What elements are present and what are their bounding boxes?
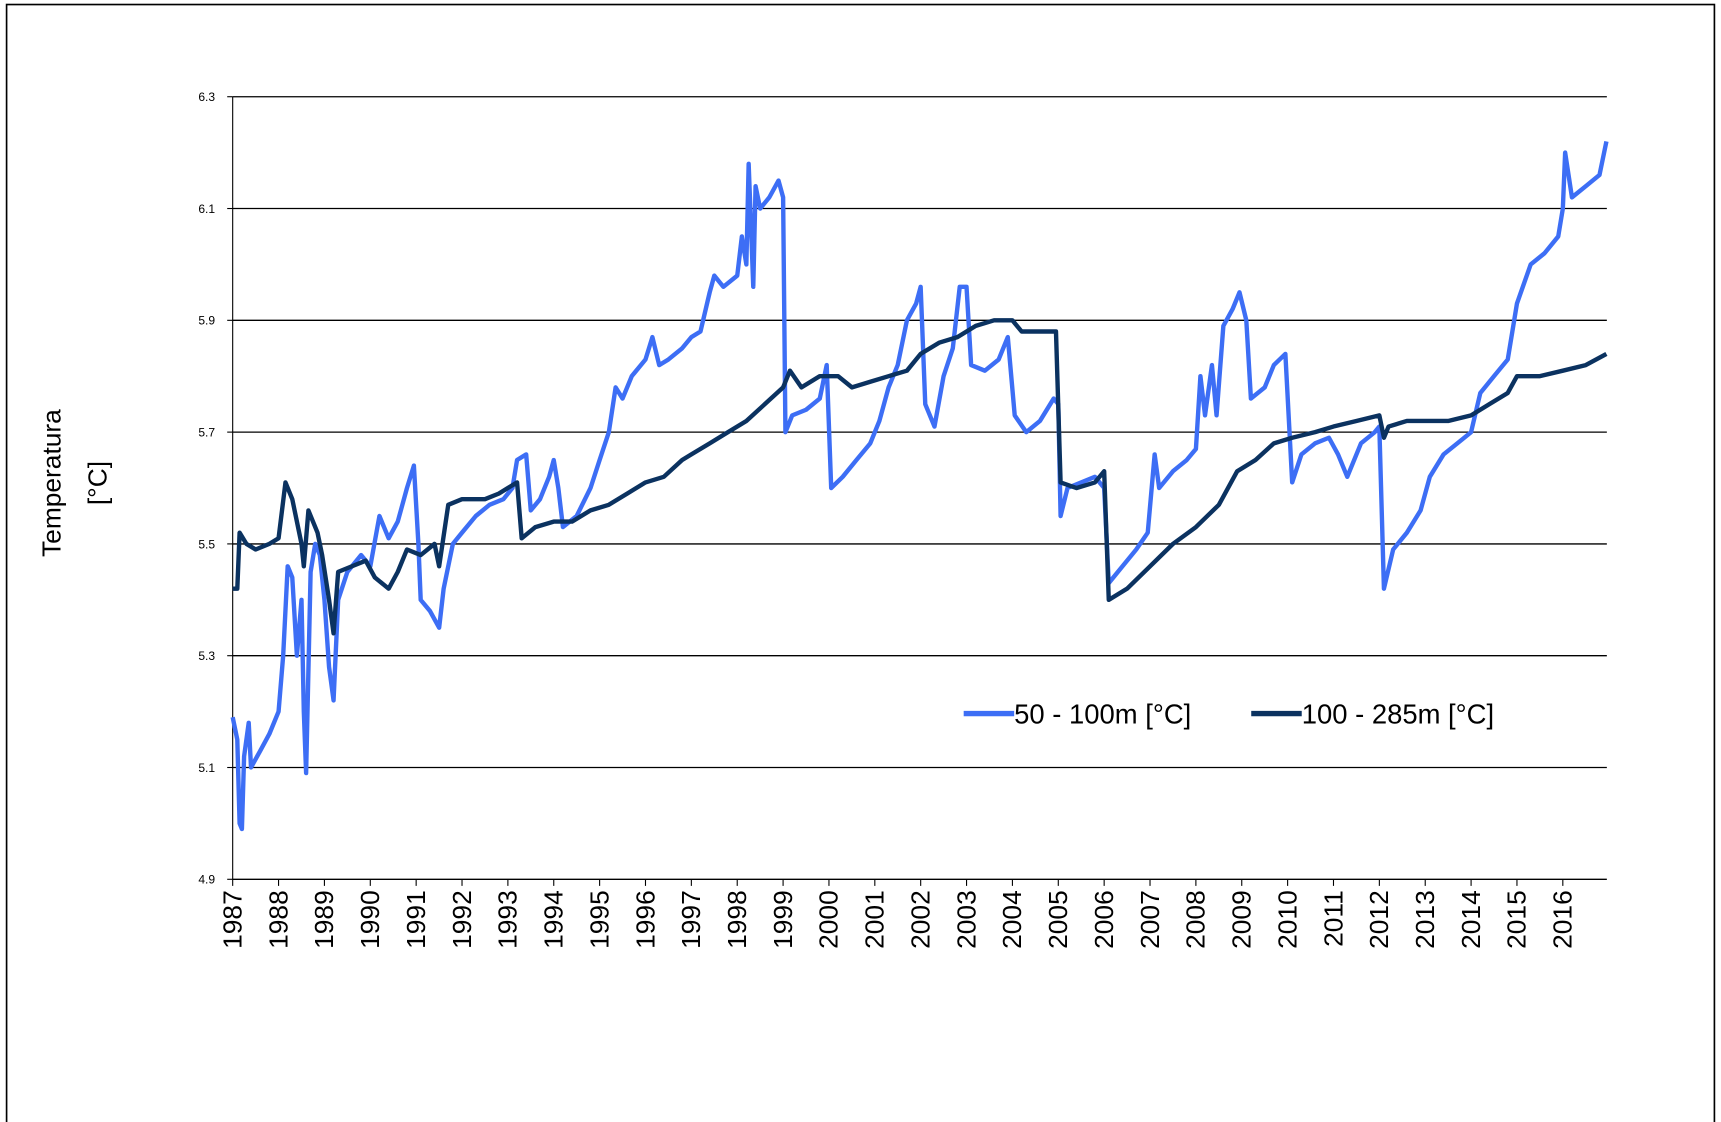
y-tick-label: 5.7: [198, 426, 215, 440]
x-tick-label: 1992: [447, 890, 477, 949]
x-tick-label: 2007: [1135, 890, 1165, 949]
x-tick-label: 2016: [1548, 890, 1578, 949]
x-tick-label: 2012: [1364, 890, 1394, 949]
x-tick-label: 2014: [1456, 890, 1486, 949]
x-tick-label: 1997: [676, 890, 706, 949]
x-tick-label: 1993: [493, 890, 523, 949]
x-tick-label: 2001: [860, 890, 890, 949]
x-tick-label: 1991: [401, 890, 431, 949]
x-tick-label: 2010: [1272, 890, 1302, 949]
x-tick-label: 1989: [309, 890, 339, 949]
frame: [5, 3, 1716, 1122]
x-tick-label: 2009: [1227, 890, 1257, 949]
y-tick-label: 6.3: [198, 90, 215, 104]
x-tick-label: 1999: [768, 890, 798, 949]
x-tick-label: 2008: [1181, 890, 1211, 949]
y-tick-label: 5.9: [198, 314, 215, 328]
x-tick-label: 1987: [217, 890, 247, 949]
x-tick-label: 1994: [539, 890, 569, 949]
x-tick-label: 2015: [1502, 890, 1532, 949]
y-tick-label: 5.3: [198, 649, 215, 663]
y-axis-label: Temperatura: [36, 409, 66, 557]
x-tick-label: 1990: [355, 890, 385, 949]
x-tick-label: 2004: [997, 890, 1027, 949]
y-tick-label: 6.1: [198, 202, 215, 216]
x-tick-label: 2006: [1089, 890, 1119, 949]
x-tick-label: 2000: [814, 890, 844, 949]
legend-label: 100 - 285m [°C]: [1302, 698, 1494, 729]
legend-label: 50 - 100m [°C]: [1014, 698, 1191, 729]
x-tick-label: 2002: [905, 890, 935, 949]
x-tick-label: 1996: [630, 890, 660, 949]
x-tick-label: 1995: [584, 890, 614, 949]
x-tick-label: 2011: [1318, 890, 1348, 947]
line-series: [230, 140, 1609, 832]
x-tick-label: 1988: [263, 890, 293, 949]
x-tick-label: 2013: [1410, 890, 1440, 949]
y-tick-label: 4.9: [198, 873, 215, 887]
x-tick-label: 2005: [1043, 890, 1073, 949]
y-tick-label: 5.1: [198, 761, 215, 775]
y-tick-label: 5.5: [198, 537, 215, 551]
x-tick-label: 1998: [722, 890, 752, 949]
y-axis-label: [°C]: [82, 461, 112, 505]
line-series: [232, 318, 1608, 636]
x-tick-label: 2003: [951, 890, 981, 949]
